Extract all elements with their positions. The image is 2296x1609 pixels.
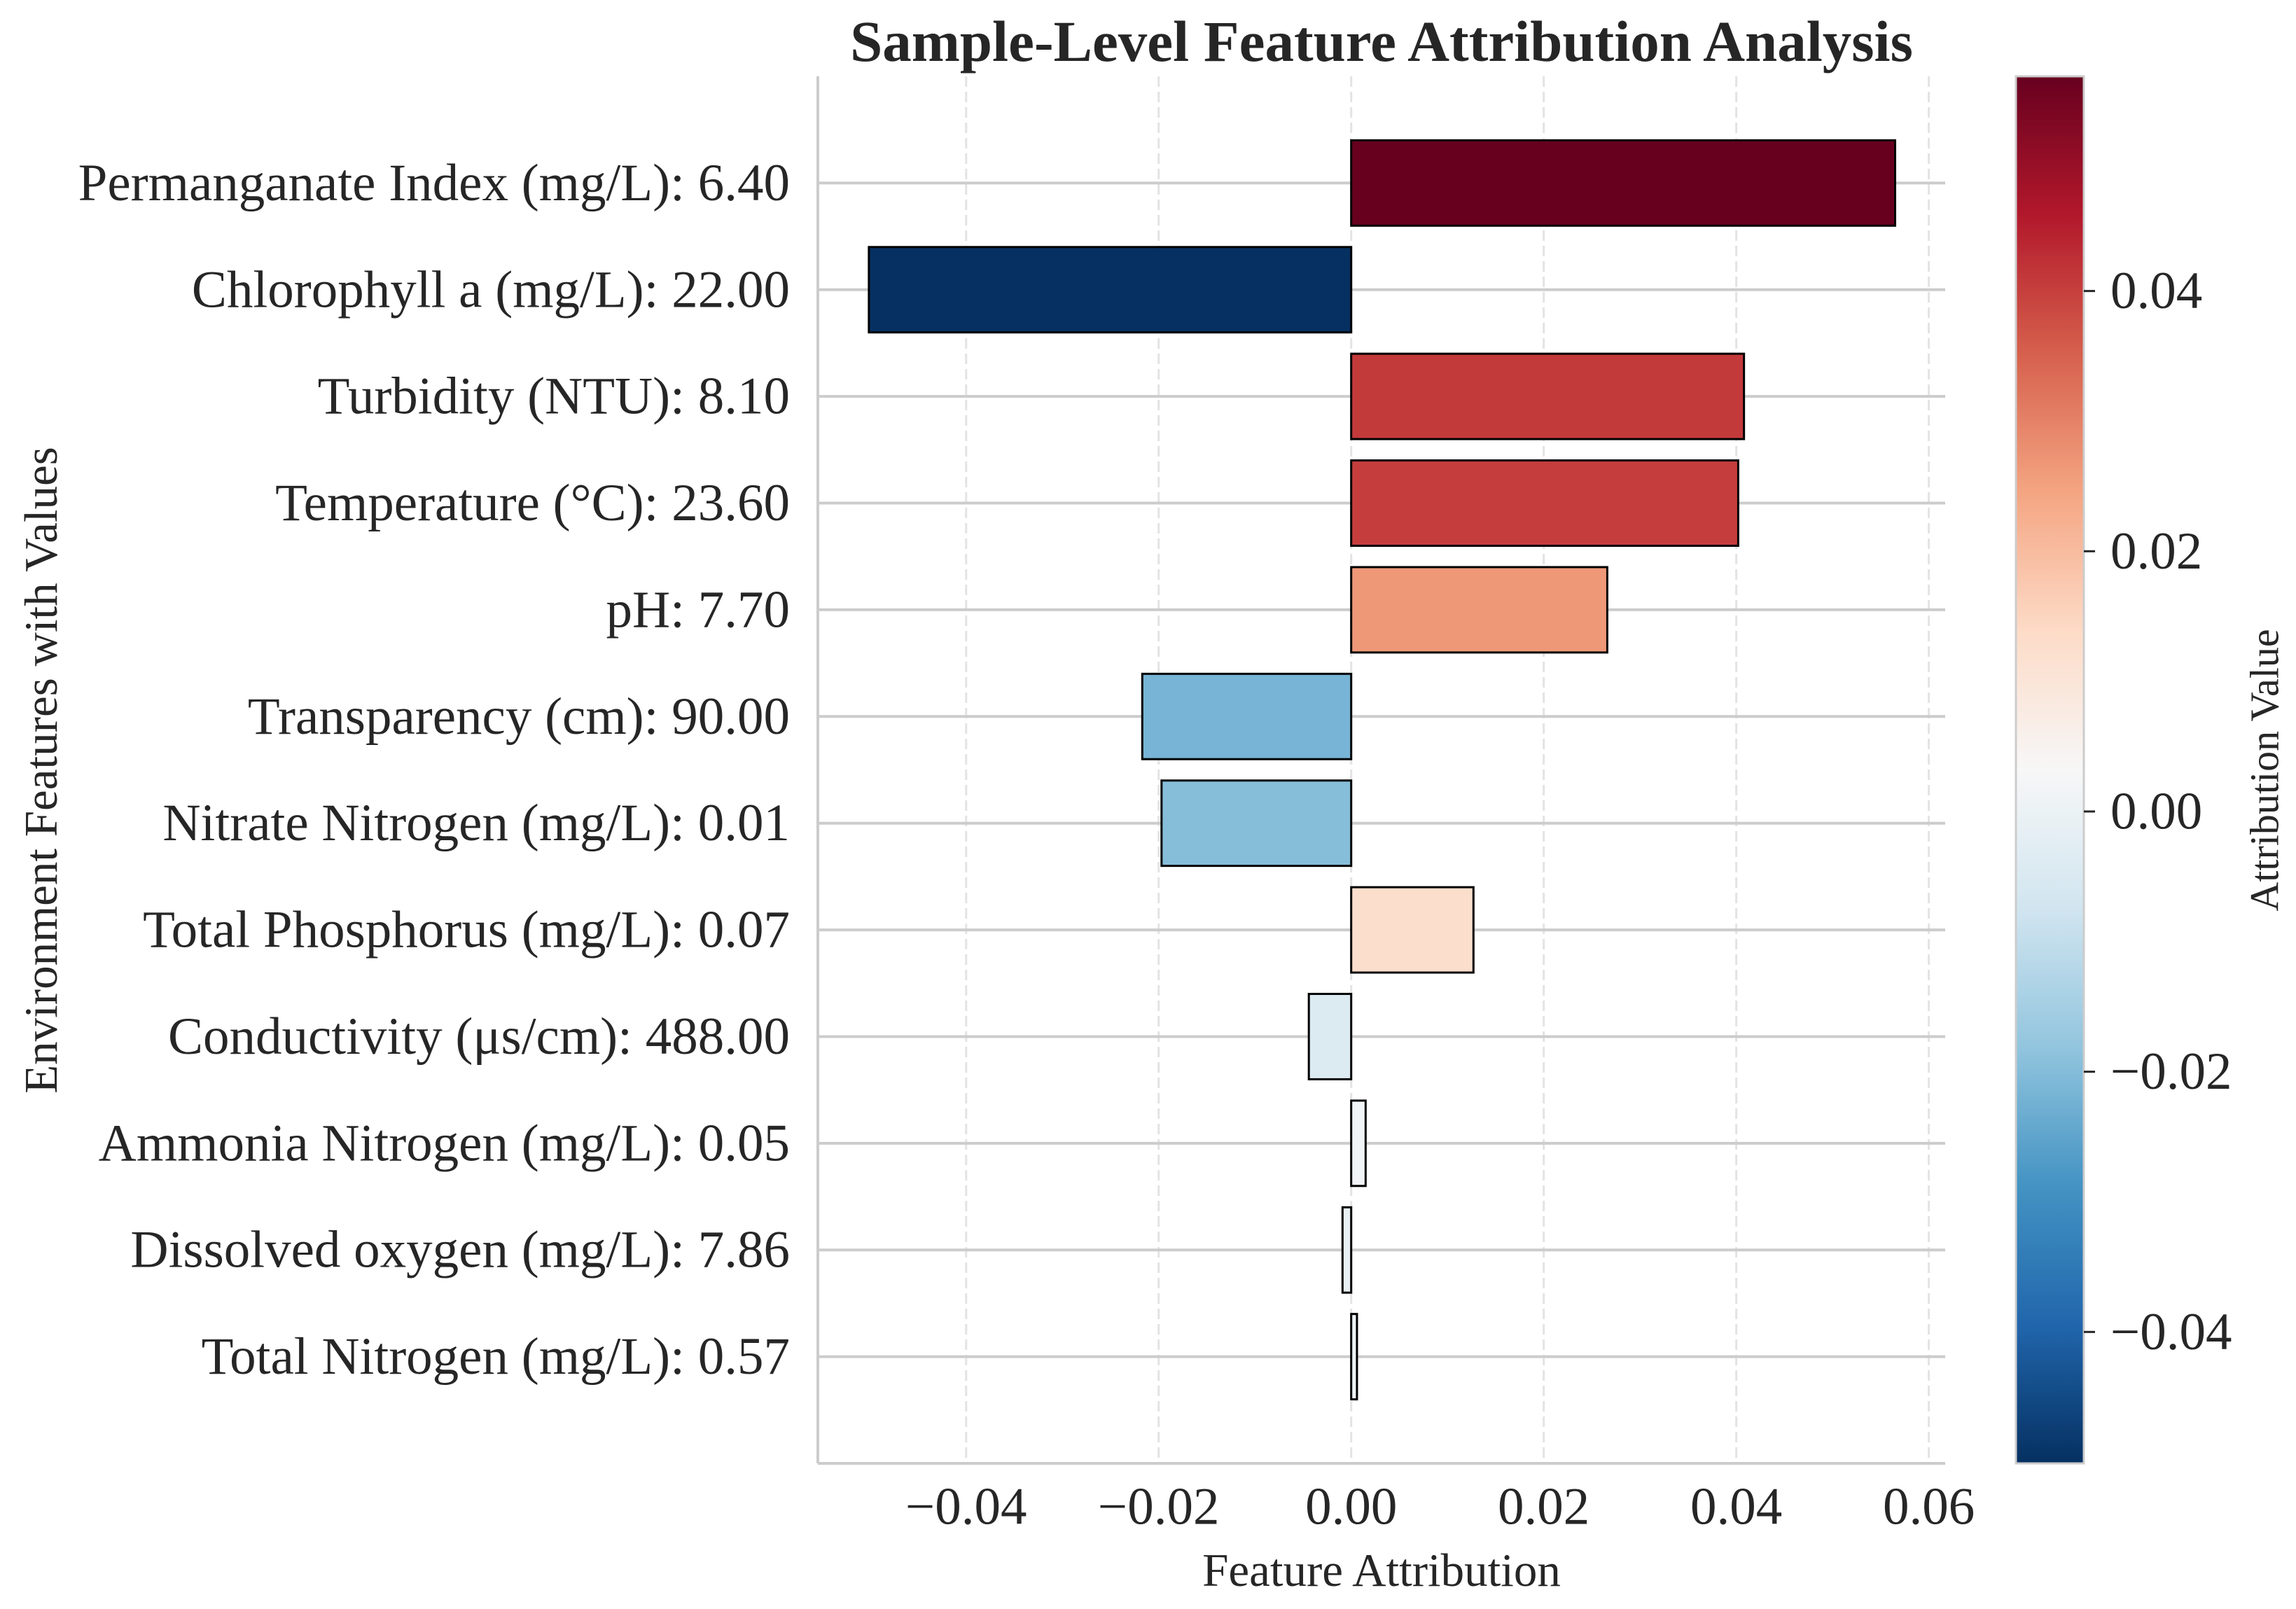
y-tick-label: Temperature (°C): 23.60 xyxy=(275,474,790,532)
bars xyxy=(868,139,1897,1401)
attribution-bar xyxy=(1350,1099,1367,1187)
y-tick-labels: Permanganate Index (mg/L): 6.40 Chlorophy… xyxy=(78,154,790,1386)
attribution-bar xyxy=(1307,993,1353,1080)
colorbar-tick-label: 0.02 xyxy=(2110,522,2202,580)
x-tick-label: 0.02 xyxy=(1498,1478,1589,1536)
colorbar-tick-label: −0.02 xyxy=(2110,1043,2232,1101)
attribution-bar xyxy=(1350,1313,1358,1401)
attribution-bar xyxy=(1350,459,1739,547)
axes-spines xyxy=(816,76,1945,1465)
y-tick-label: Turbidity (NTU): 8.10 xyxy=(318,368,790,426)
x-tick-label: −0.02 xyxy=(1098,1478,1220,1536)
y-tick-label: Nitrate Nitrogen (mg/L): 0.01 xyxy=(162,794,790,852)
y-tick-label: Transparency (cm): 90.00 xyxy=(248,688,790,746)
y-tick-label: Ammonia Nitrogen (mg/L): 0.05 xyxy=(99,1114,790,1172)
y-tick-label: Total Phosphorus (mg/L): 0.07 xyxy=(143,901,790,959)
y-tick-label: Permanganate Index (mg/L): 6.40 xyxy=(78,154,790,212)
colorbar-ticks: 0.04 0.02 0.00 −0.02 −0.04 xyxy=(2084,262,2232,1361)
x-tick-label: 0.04 xyxy=(1690,1478,1782,1536)
attribution-bar xyxy=(1350,886,1475,974)
attribution-bar xyxy=(1350,139,1897,227)
x-tick-labels: −0.04 −0.02 0.00 0.02 0.04 0.06 xyxy=(905,1478,1975,1536)
attribution-bar xyxy=(1350,566,1608,654)
attribution-bar xyxy=(868,246,1353,334)
attribution-bar xyxy=(1341,1206,1353,1294)
colorbar: 0.04 0.02 0.00 −0.02 −0.04 Attribution Value xyxy=(2015,75,2288,1465)
attribution-bar xyxy=(1141,672,1353,760)
x-tick-label: 0.06 xyxy=(1883,1478,1975,1536)
attribution-bar xyxy=(1350,352,1746,440)
x-axis-label: Feature Attribution xyxy=(1202,1545,1561,1596)
y-tick-label: pH: 7.70 xyxy=(606,580,791,639)
x-tick-label: 0.00 xyxy=(1305,1478,1397,1536)
colorbar-tick-label: 0.00 xyxy=(2110,782,2202,840)
colorbar-gradient xyxy=(2015,75,2085,1465)
y-tick-label: Dissolved oxygen (mg/L): 7.86 xyxy=(130,1221,790,1279)
colorbar-tick-label: 0.04 xyxy=(2110,262,2202,320)
y-tick-label: Chlorophyll a (mg/L): 22.00 xyxy=(192,260,790,319)
y-axis-label: Environment Features with Values xyxy=(15,447,67,1094)
x-tick-label: −0.04 xyxy=(905,1478,1027,1536)
colorbar-tick-label: −0.04 xyxy=(2110,1303,2232,1361)
attribution-bar xyxy=(1160,779,1353,868)
chart-title: Sample-Level Feature Attribution Analysi… xyxy=(850,9,1913,74)
colorbar-label: Attribution Value xyxy=(2242,629,2288,911)
y-tick-label: Total Nitrogen (mg/L): 0.57 xyxy=(202,1328,790,1386)
y-tick-label: Conductivity (μs/cm): 488.00 xyxy=(168,1008,790,1066)
